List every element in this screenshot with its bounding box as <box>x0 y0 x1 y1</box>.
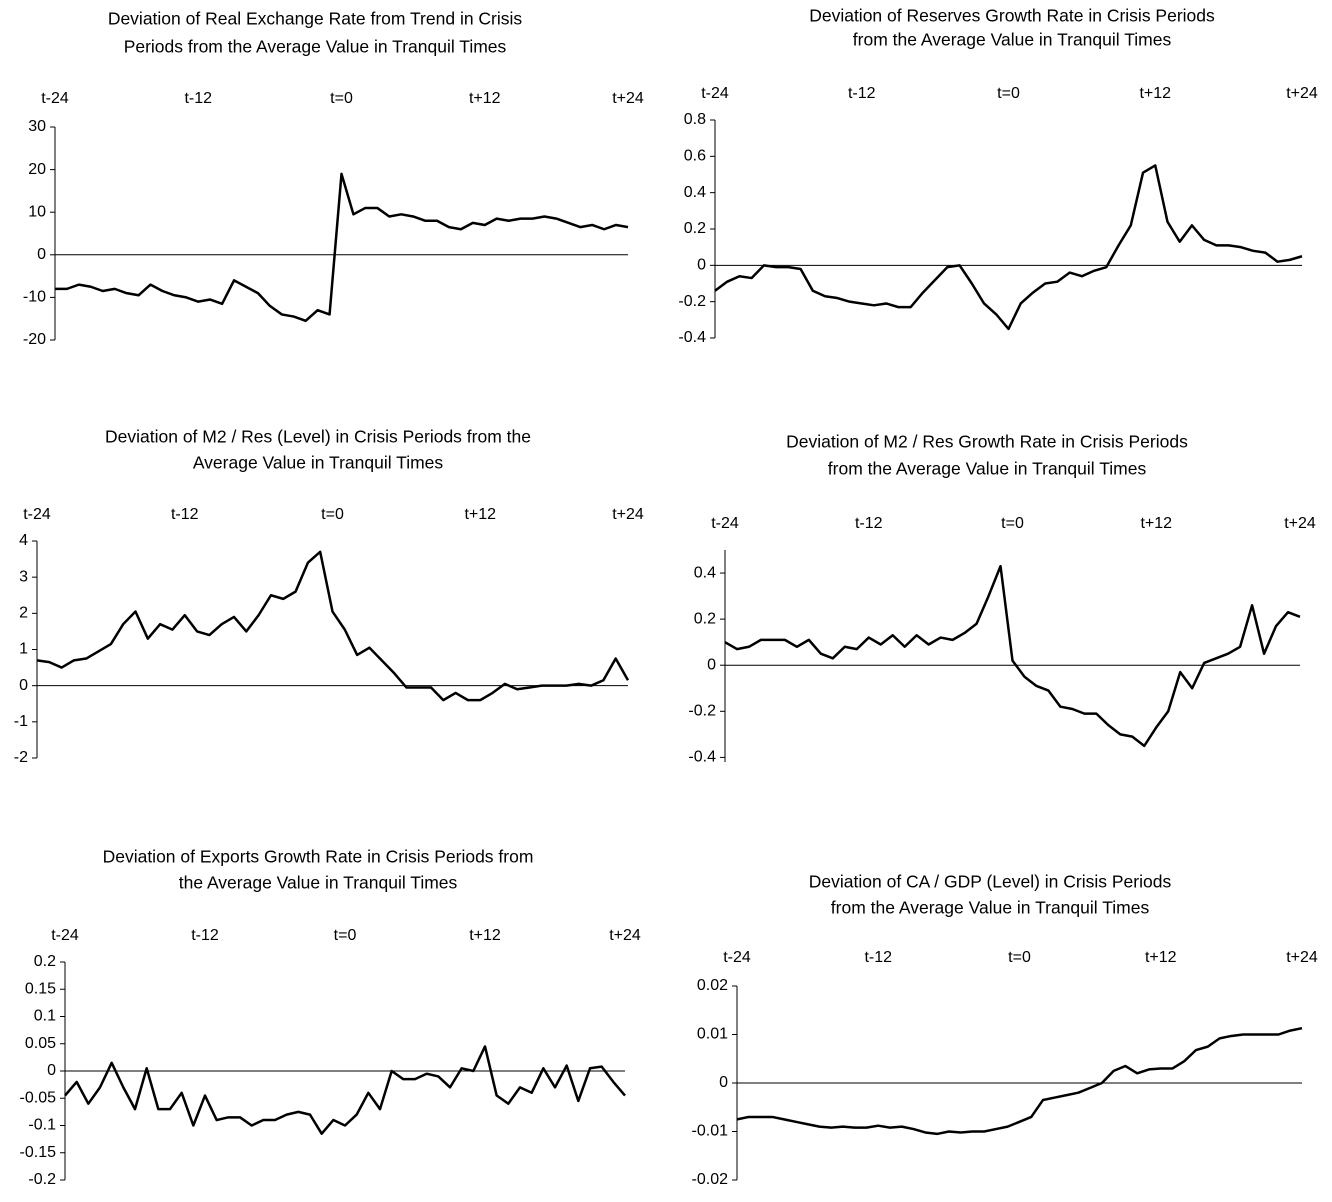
y-tick-label: 0.4 <box>684 184 706 201</box>
x-tick-label: t-12 <box>184 90 212 107</box>
x-tick-label: t=0 <box>1001 515 1024 532</box>
x-tick-label: t+12 <box>469 927 501 944</box>
x-tick-label: t+12 <box>1145 949 1177 966</box>
y-tick-label: 0.8 <box>684 111 706 128</box>
y-tick-label: 10 <box>28 203 46 220</box>
x-tick-label: t-24 <box>51 927 79 944</box>
y-tick-label: -10 <box>23 289 46 306</box>
chart-title: Deviation of M2 / Res (Level) in Crisis … <box>105 427 531 447</box>
y-tick-label: -20 <box>23 331 46 348</box>
chart-title: from the Average Value in Tranquil Times <box>853 30 1172 50</box>
y-tick-label: -0.2 <box>678 293 706 310</box>
x-tick-label: t+24 <box>612 90 644 107</box>
x-tick-label: t+12 <box>1139 85 1171 102</box>
x-tick-label: t-24 <box>723 949 751 966</box>
y-tick-label: -0.4 <box>688 749 716 766</box>
x-tick-label: t+12 <box>464 506 496 523</box>
y-tick-label: 0 <box>19 677 28 694</box>
x-tick-label: t-24 <box>711 515 739 532</box>
x-tick-label: t-12 <box>171 506 199 523</box>
y-tick-label: 0.2 <box>694 610 716 627</box>
y-tick-label: -0.1 <box>28 1117 56 1134</box>
y-tick-label: 0 <box>697 257 706 274</box>
data-line <box>714 164 1303 331</box>
chart-title: from the Average Value in Tranquil Times <box>831 898 1150 918</box>
data-line <box>36 550 630 702</box>
y-tick-label: 30 <box>28 118 46 135</box>
x-tick-label: t-12 <box>191 927 219 944</box>
x-tick-label: t=0 <box>321 506 344 523</box>
x-tick-label: t+24 <box>1286 949 1318 966</box>
y-tick-label: -0.15 <box>20 1144 57 1161</box>
y-tick-label: 0.2 <box>684 220 706 237</box>
y-tick-label: 0.15 <box>25 980 56 997</box>
y-tick-label: 0 <box>719 1074 728 1091</box>
x-tick-label: t-24 <box>41 90 69 107</box>
x-tick-label: t-24 <box>23 506 51 523</box>
chart-title: Deviation of Exports Growth Rate in Cris… <box>103 847 534 867</box>
y-tick-label: 0.01 <box>697 1026 728 1043</box>
chart-title: from the Average Value in Tranquil Times <box>828 459 1147 479</box>
x-tick-label: t=0 <box>334 927 357 944</box>
x-tick-label: t+12 <box>1140 515 1172 532</box>
y-tick-label: 0.2 <box>34 953 56 970</box>
y-tick-label: 20 <box>28 161 46 178</box>
data-line <box>64 1045 626 1135</box>
y-tick-label: -0.01 <box>692 1123 729 1140</box>
y-tick-label: -0.05 <box>20 1089 57 1106</box>
y-tick-label: -2 <box>14 749 28 766</box>
chart-title: Average Value in Tranquil Times <box>193 453 444 473</box>
y-tick-label: -1 <box>14 713 28 730</box>
x-tick-label: t=0 <box>330 90 353 107</box>
x-tick-label: t+12 <box>469 90 501 107</box>
y-tick-label: -0.02 <box>692 1171 729 1188</box>
chart-title: Deviation of Real Exchange Rate from Tre… <box>108 9 523 29</box>
y-tick-label: 0.6 <box>684 148 706 165</box>
y-tick-label: 4 <box>19 532 28 549</box>
y-tick-label: 0.4 <box>694 564 716 581</box>
data-line <box>55 172 629 323</box>
y-tick-label: 0.05 <box>25 1035 56 1052</box>
y-tick-label: 3 <box>19 568 28 585</box>
data-line <box>724 564 1301 748</box>
x-tick-label: t=0 <box>997 85 1020 102</box>
y-tick-label: 0.02 <box>697 977 728 994</box>
data-line <box>736 1026 1303 1136</box>
y-tick-label: 1 <box>19 641 28 658</box>
y-tick-label: 0 <box>47 1062 56 1079</box>
y-tick-label: 0 <box>707 656 716 673</box>
y-tick-label: 2 <box>19 605 28 622</box>
x-tick-label: t+24 <box>1286 85 1318 102</box>
chart-title: Deviation of CA / GDP (Level) in Crisis … <box>809 872 1172 892</box>
x-tick-label: t-12 <box>848 85 876 102</box>
chart-title: Deviation of Reserves Growth Rate in Cri… <box>809 6 1215 26</box>
x-tick-label: t-12 <box>855 515 883 532</box>
x-tick-label: t-24 <box>701 85 729 102</box>
y-tick-label: -0.4 <box>678 329 706 346</box>
y-tick-label: -0.2 <box>28 1171 56 1188</box>
x-tick-label: t-12 <box>864 949 892 966</box>
y-tick-label: 0.1 <box>34 1008 56 1025</box>
y-tick-label: 0 <box>37 246 46 263</box>
chart-title: Periods from the Average Value in Tranqu… <box>124 37 507 57</box>
x-tick-label: t=0 <box>1008 949 1031 966</box>
y-tick-label: -0.2 <box>688 703 716 720</box>
x-tick-label: t+24 <box>609 927 641 944</box>
x-tick-label: t+24 <box>612 506 644 523</box>
chart-title: the Average Value in Tranquil Times <box>179 873 458 893</box>
x-tick-label: t+24 <box>1284 515 1316 532</box>
chart-title: Deviation of M2 / Res Growth Rate in Cri… <box>786 432 1188 452</box>
